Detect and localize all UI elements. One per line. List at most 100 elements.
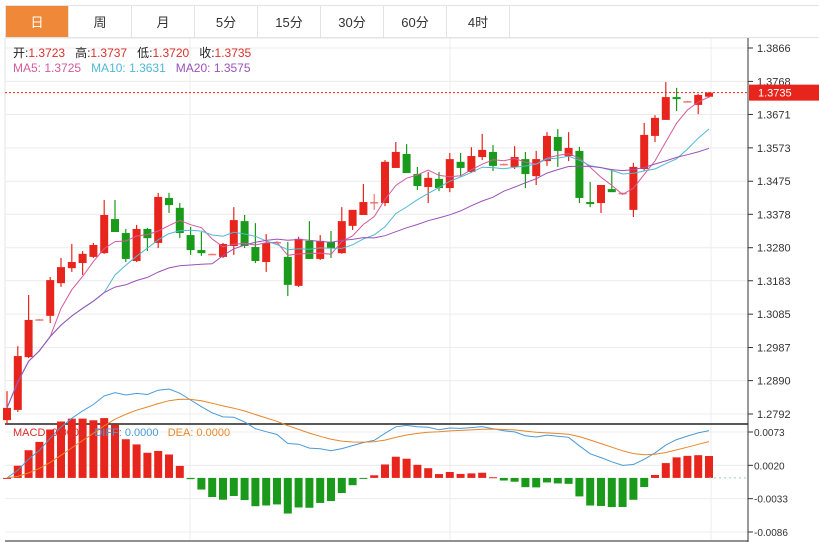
tab-15min[interactable]: 15分 bbox=[258, 6, 321, 37]
candle-body bbox=[651, 117, 659, 136]
candle-body bbox=[586, 202, 595, 205]
macd-bar bbox=[381, 464, 389, 478]
candlestick-chart[interactable]: 1.38661.37681.36711.35731.34751.33781.32… bbox=[0, 38, 819, 542]
macd-bar bbox=[35, 441, 44, 478]
tab-30min[interactable]: 30分 bbox=[321, 6, 384, 37]
tab-5min[interactable]: 5分 bbox=[195, 6, 258, 37]
candle-body bbox=[3, 407, 11, 421]
macd-bar bbox=[24, 450, 33, 478]
candle-body bbox=[197, 250, 206, 254]
candle bbox=[348, 209, 357, 230]
macd-bar bbox=[175, 465, 184, 478]
macd-bar bbox=[305, 477, 314, 508]
ma5-line bbox=[6, 96, 710, 409]
macd-bar bbox=[316, 477, 325, 503]
candle bbox=[186, 226, 195, 255]
open-value: 1.3723 bbox=[28, 46, 66, 60]
macd-bar bbox=[370, 475, 379, 478]
macd-bar bbox=[251, 477, 260, 507]
candle bbox=[100, 199, 109, 254]
macd-tick-label: -0.0033 bbox=[754, 495, 788, 506]
candle bbox=[640, 122, 649, 172]
candle-body bbox=[294, 238, 303, 286]
macd-bar bbox=[262, 477, 271, 506]
candle bbox=[359, 183, 368, 215]
candle bbox=[337, 207, 346, 254]
candle-body bbox=[370, 202, 379, 204]
candle-body bbox=[618, 192, 627, 195]
macd-bar bbox=[132, 444, 141, 478]
candle-body bbox=[499, 163, 508, 166]
macd-bar bbox=[705, 455, 713, 478]
macd-bar bbox=[651, 474, 659, 478]
candle bbox=[229, 207, 238, 255]
macd-bar bbox=[629, 477, 638, 500]
macd-bar bbox=[294, 477, 303, 508]
tab-4h[interactable]: 4时 bbox=[447, 6, 510, 37]
candle bbox=[197, 232, 206, 256]
candle-body bbox=[672, 97, 681, 100]
macd-bar bbox=[564, 477, 573, 484]
macd-tick-label: 0.0073 bbox=[754, 428, 785, 439]
tab-day[interactable]: 日 bbox=[6, 6, 69, 37]
candle bbox=[402, 144, 411, 174]
candle-body bbox=[121, 233, 130, 259]
ohlc-readout: 开:1.3723 高:1.3737 低:1.3720 收:1.3735 bbox=[13, 44, 251, 61]
current-price-label: 1.3735 bbox=[758, 88, 792, 100]
candle bbox=[586, 181, 595, 208]
price-tick-label: 1.3280 bbox=[757, 243, 791, 255]
price-tick-label: 1.2792 bbox=[757, 409, 791, 421]
candle bbox=[24, 295, 33, 359]
macd-bar bbox=[111, 424, 119, 478]
candle bbox=[381, 160, 389, 207]
candle-body bbox=[165, 197, 173, 206]
candle bbox=[478, 133, 487, 161]
macd-bar bbox=[478, 472, 487, 478]
macd-bar bbox=[510, 477, 519, 482]
candle-body bbox=[381, 161, 389, 204]
candle bbox=[499, 163, 508, 166]
open-label: 开: bbox=[13, 46, 29, 60]
macd-bar bbox=[391, 456, 400, 478]
candle bbox=[327, 231, 335, 258]
candle-body bbox=[262, 242, 271, 263]
candle-body bbox=[337, 221, 346, 254]
candle-body bbox=[489, 151, 497, 166]
candle-body bbox=[359, 202, 368, 215]
price-tick-label: 1.3085 bbox=[757, 309, 791, 321]
candle-body bbox=[413, 174, 422, 187]
macd-bar bbox=[499, 477, 508, 481]
candle-body bbox=[564, 147, 573, 157]
macd-bar bbox=[100, 418, 109, 478]
candle-body bbox=[219, 243, 227, 257]
tab-60min[interactable]: 60分 bbox=[384, 6, 447, 37]
macd-bar bbox=[683, 455, 692, 478]
macd-bar bbox=[597, 477, 605, 506]
candle bbox=[651, 115, 659, 143]
candle bbox=[391, 142, 400, 168]
macd-bar bbox=[143, 452, 152, 478]
price-tick-label: 1.3866 bbox=[757, 43, 791, 55]
candle bbox=[165, 192, 173, 213]
candle-body bbox=[283, 256, 292, 285]
macd-bar bbox=[575, 477, 584, 497]
macd-bar bbox=[413, 464, 422, 478]
dea-line bbox=[6, 398, 710, 479]
candle bbox=[489, 145, 497, 172]
candle-body bbox=[575, 150, 584, 198]
tab-month[interactable]: 月 bbox=[132, 6, 195, 37]
candle-body bbox=[327, 241, 335, 249]
macd-bar bbox=[489, 477, 497, 479]
candle-body bbox=[683, 101, 692, 103]
candle bbox=[467, 147, 476, 174]
candle bbox=[111, 199, 119, 233]
macd-bar bbox=[543, 477, 551, 483]
macd-bar bbox=[165, 454, 173, 478]
macd-bar bbox=[186, 477, 195, 480]
macd-bar bbox=[208, 477, 217, 498]
candle bbox=[143, 227, 152, 252]
candle-body bbox=[694, 95, 703, 105]
candle-body bbox=[532, 159, 541, 177]
candle-body bbox=[35, 319, 44, 321]
tab-week[interactable]: 周 bbox=[69, 6, 132, 37]
